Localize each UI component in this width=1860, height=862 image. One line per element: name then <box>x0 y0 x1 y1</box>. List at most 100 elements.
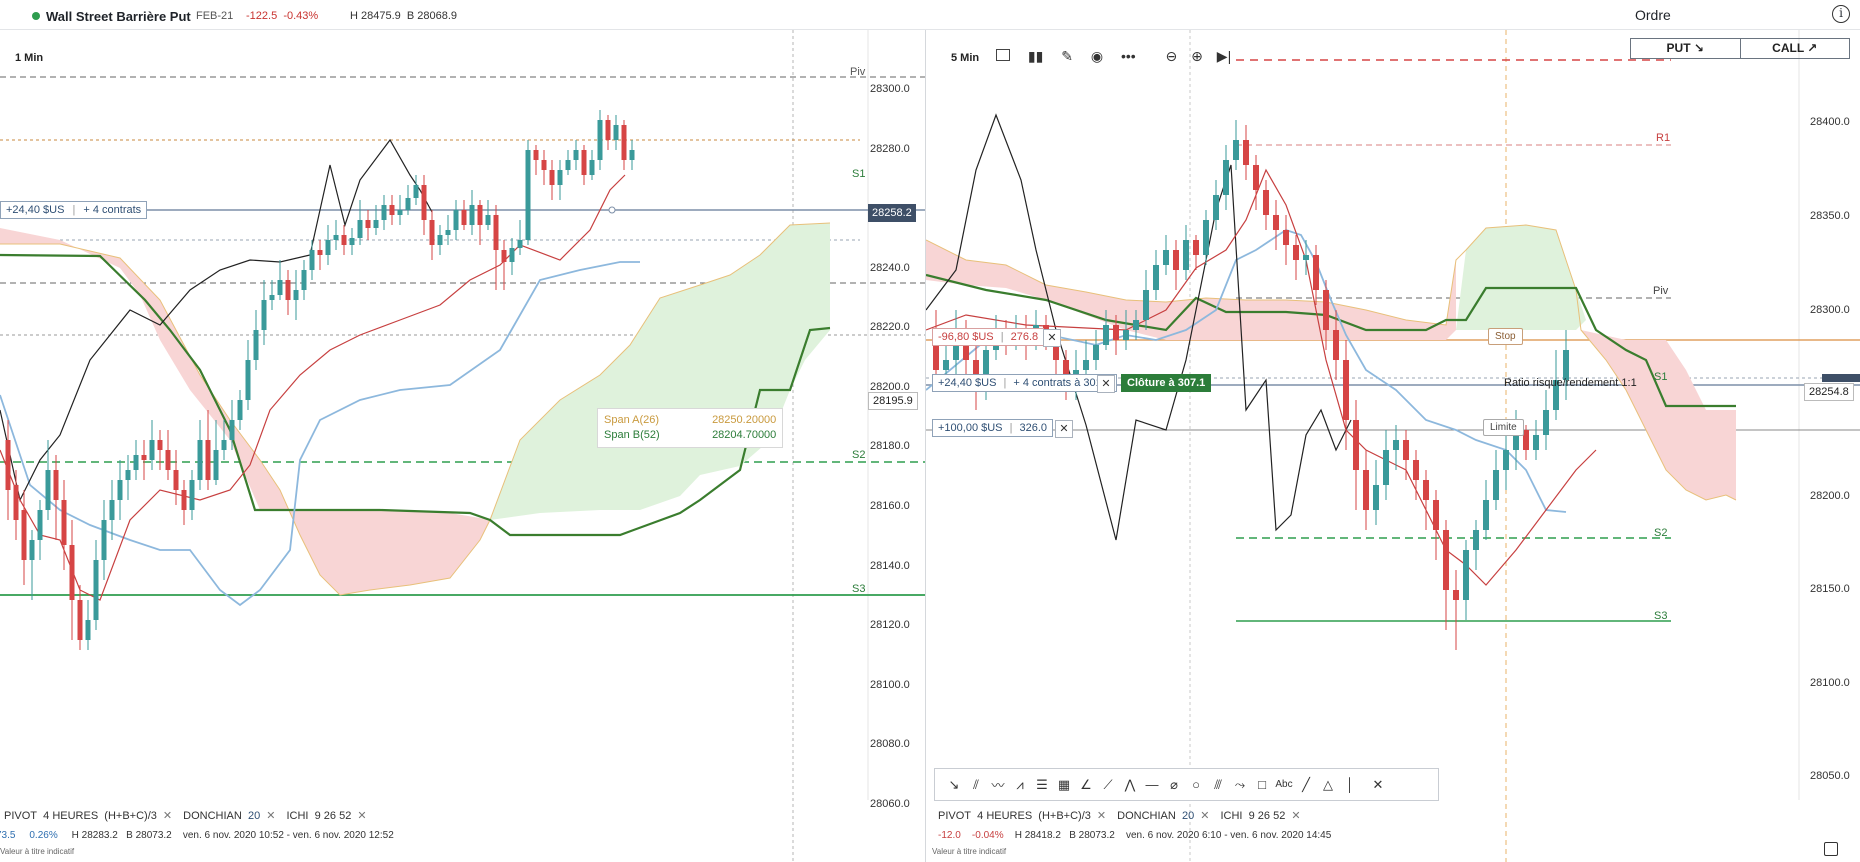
right-candle <box>1303 255 1309 260</box>
ray-tool-icon[interactable]: ⫽ <box>973 776 979 792</box>
limit-label[interactable]: Limite <box>1483 419 1524 436</box>
trend-tool-icon[interactable]: ⤳ <box>1234 776 1246 792</box>
close-toolbar-icon[interactable]: ✕ <box>1372 776 1384 792</box>
remove-donchian-icon[interactable]: ✕ <box>1200 810 1210 822</box>
left-timeframe[interactable]: 1 Min <box>15 52 44 64</box>
zigzag-tool-icon[interactable]: ⩘ <box>1016 776 1024 792</box>
stats-change: -12.0 <box>938 830 961 841</box>
donchian-indicator[interactable]: DONCHIAN <box>1117 810 1176 822</box>
wave-tool-icon[interactable]: 〰 <box>991 778 1005 793</box>
stop-price: 276.8 <box>1010 331 1039 343</box>
close-position-icon[interactable]: ✕ <box>1097 375 1115 393</box>
stop-label[interactable]: Stop <box>1488 328 1523 345</box>
fan-tool-icon[interactable]: ⟋ <box>1103 776 1113 792</box>
more-icon[interactable]: ••• <box>1120 48 1136 64</box>
left-candle <box>133 455 139 470</box>
arrow-tool-icon[interactable]: ↘ <box>948 776 960 792</box>
eye-icon[interactable]: ◉ <box>1090 48 1104 64</box>
limit-tag[interactable]: +100,00 $US | 326.0 <box>932 419 1054 437</box>
left-candle <box>93 560 99 620</box>
right-indicator-bar: PIVOT 4 HEURES (H+B+C)/3 ✕ DONCHIAN 20 ✕ I… <box>938 809 1309 822</box>
left-chart-pane[interactable]: 1 Min Piv S1 S2 S3 28300.0 28280.0 28240… <box>0 30 925 862</box>
top-bar: Wall Street Barrière Put FEB-21 -122.5 -… <box>0 0 1860 30</box>
remove-ichi-icon[interactable]: ✕ <box>357 810 367 822</box>
close-stop-icon[interactable]: ✕ <box>1043 329 1061 347</box>
left-candle <box>13 485 19 520</box>
y-tick: 28100.0 <box>1810 677 1850 689</box>
left-candle <box>125 470 131 480</box>
close-limit-icon[interactable]: ✕ <box>1055 420 1073 438</box>
y-tick: 28180.0 <box>870 440 910 452</box>
left-candle <box>549 170 555 185</box>
call-button[interactable]: CALL ↗ <box>1772 41 1818 55</box>
right-candle <box>1393 440 1399 450</box>
calendar-range-icon[interactable] <box>996 49 1010 61</box>
line-tool-icon[interactable]: ╱ <box>1302 776 1310 792</box>
left-candle <box>349 238 355 245</box>
remove-donchian-icon[interactable]: ✕ <box>266 810 276 822</box>
right-candle <box>1353 420 1359 470</box>
play-end-icon[interactable]: ▶| <box>1216 48 1232 64</box>
left-candle <box>261 300 267 330</box>
close-position-button[interactable]: Clôture à 307.1 <box>1121 374 1212 392</box>
left-candle <box>341 235 347 245</box>
position-tag[interactable]: +24,40 $US | + 4 contrats à 301.0 <box>932 374 1117 392</box>
channel-tool-icon[interactable]: ⫻ <box>1214 776 1222 792</box>
pencil-icon[interactable]: ✎ <box>1061 48 1073 64</box>
left-candle <box>285 280 291 300</box>
zoom-in-icon[interactable]: ⊕ <box>1191 48 1203 64</box>
text-tool-icon[interactable]: Abc <box>1275 779 1293 790</box>
triangle-tool-icon[interactable]: △ <box>1323 776 1333 792</box>
span-a-label: Span A(26) <box>604 414 660 426</box>
bar-chart-icon[interactable]: ▮▮ <box>1027 48 1044 64</box>
circle-tool-icon[interactable]: ○ <box>1192 777 1200 792</box>
pivot-indicator[interactable]: PIVOT <box>4 810 38 822</box>
remove-pivot-icon[interactable]: ✕ <box>162 810 173 822</box>
span-b-value: 28204.70000 <box>712 429 777 441</box>
position-detail: + 4 contrats à 301.0 <box>1013 377 1111 389</box>
pattern-tool-icon[interactable]: ⋀ <box>1124 776 1136 792</box>
angle-tool-icon[interactable]: ∠ <box>1080 776 1092 792</box>
left-candle <box>357 220 363 238</box>
vline-tool-icon[interactable]: │ <box>1345 777 1355 792</box>
put-button[interactable]: PUT ↘ <box>1631 39 1741 58</box>
right-candle <box>1473 530 1479 550</box>
left-candle <box>453 210 459 230</box>
info-icon[interactable]: i <box>1832 5 1850 23</box>
ichi-indicator[interactable]: ICHI <box>1220 810 1243 822</box>
fib-tool-icon[interactable]: ☰ <box>1036 776 1048 792</box>
pivot-indicator[interactable]: PIVOT <box>938 810 972 822</box>
left-candle <box>29 540 35 560</box>
right-candle <box>1453 590 1459 600</box>
donchian-line <box>926 229 1567 513</box>
left-candle <box>397 210 403 215</box>
limit-pl: +100,00 $US <box>938 422 1003 434</box>
left-candle <box>269 295 275 300</box>
ruler-tool-icon[interactable]: ⌀ <box>1170 776 1178 792</box>
remove-pivot-icon[interactable]: ✕ <box>1096 810 1107 822</box>
hline-tool-icon[interactable]: — <box>1145 777 1159 792</box>
remove-ichi-icon[interactable]: ✕ <box>1291 810 1301 822</box>
position-tag[interactable]: +24,40 $US | + 4 contrats <box>0 201 148 219</box>
instrument-title[interactable]: Wall Street Barrière Put <box>46 9 191 24</box>
donchian-indicator[interactable]: DONCHIAN <box>183 810 242 822</box>
right-timeframe[interactable]: 5 Min <box>951 52 980 64</box>
left-candle <box>149 440 155 460</box>
stop-tag[interactable]: -96,80 $US | 276.8 <box>932 328 1045 346</box>
right-chart-pane[interactable]: 5 Min R1 Piv S1 S2 S3 28400.0 28350.0 28… <box>926 30 1860 862</box>
zoom-out-icon[interactable]: ⊖ <box>1165 48 1178 64</box>
y-tick: 28140.0 <box>870 560 910 572</box>
right-chart-canvas[interactable] <box>926 30 1860 862</box>
donchian-value: 20 <box>247 810 261 822</box>
ichi-indicator[interactable]: ICHI <box>286 810 309 822</box>
left-candle <box>605 120 611 140</box>
fib-ext-tool-icon[interactable]: ▦ <box>1057 776 1071 792</box>
right-level-r1: R1 <box>1656 132 1671 144</box>
stats-change: 73.5 <box>0 830 16 841</box>
left-candle <box>365 220 371 228</box>
rect-tool-icon[interactable]: □ <box>1258 777 1266 792</box>
pane-divider[interactable] <box>925 30 926 862</box>
left-chart-canvas[interactable] <box>0 30 925 862</box>
left-candle <box>373 220 379 228</box>
calendar-icon[interactable] <box>1824 842 1838 856</box>
